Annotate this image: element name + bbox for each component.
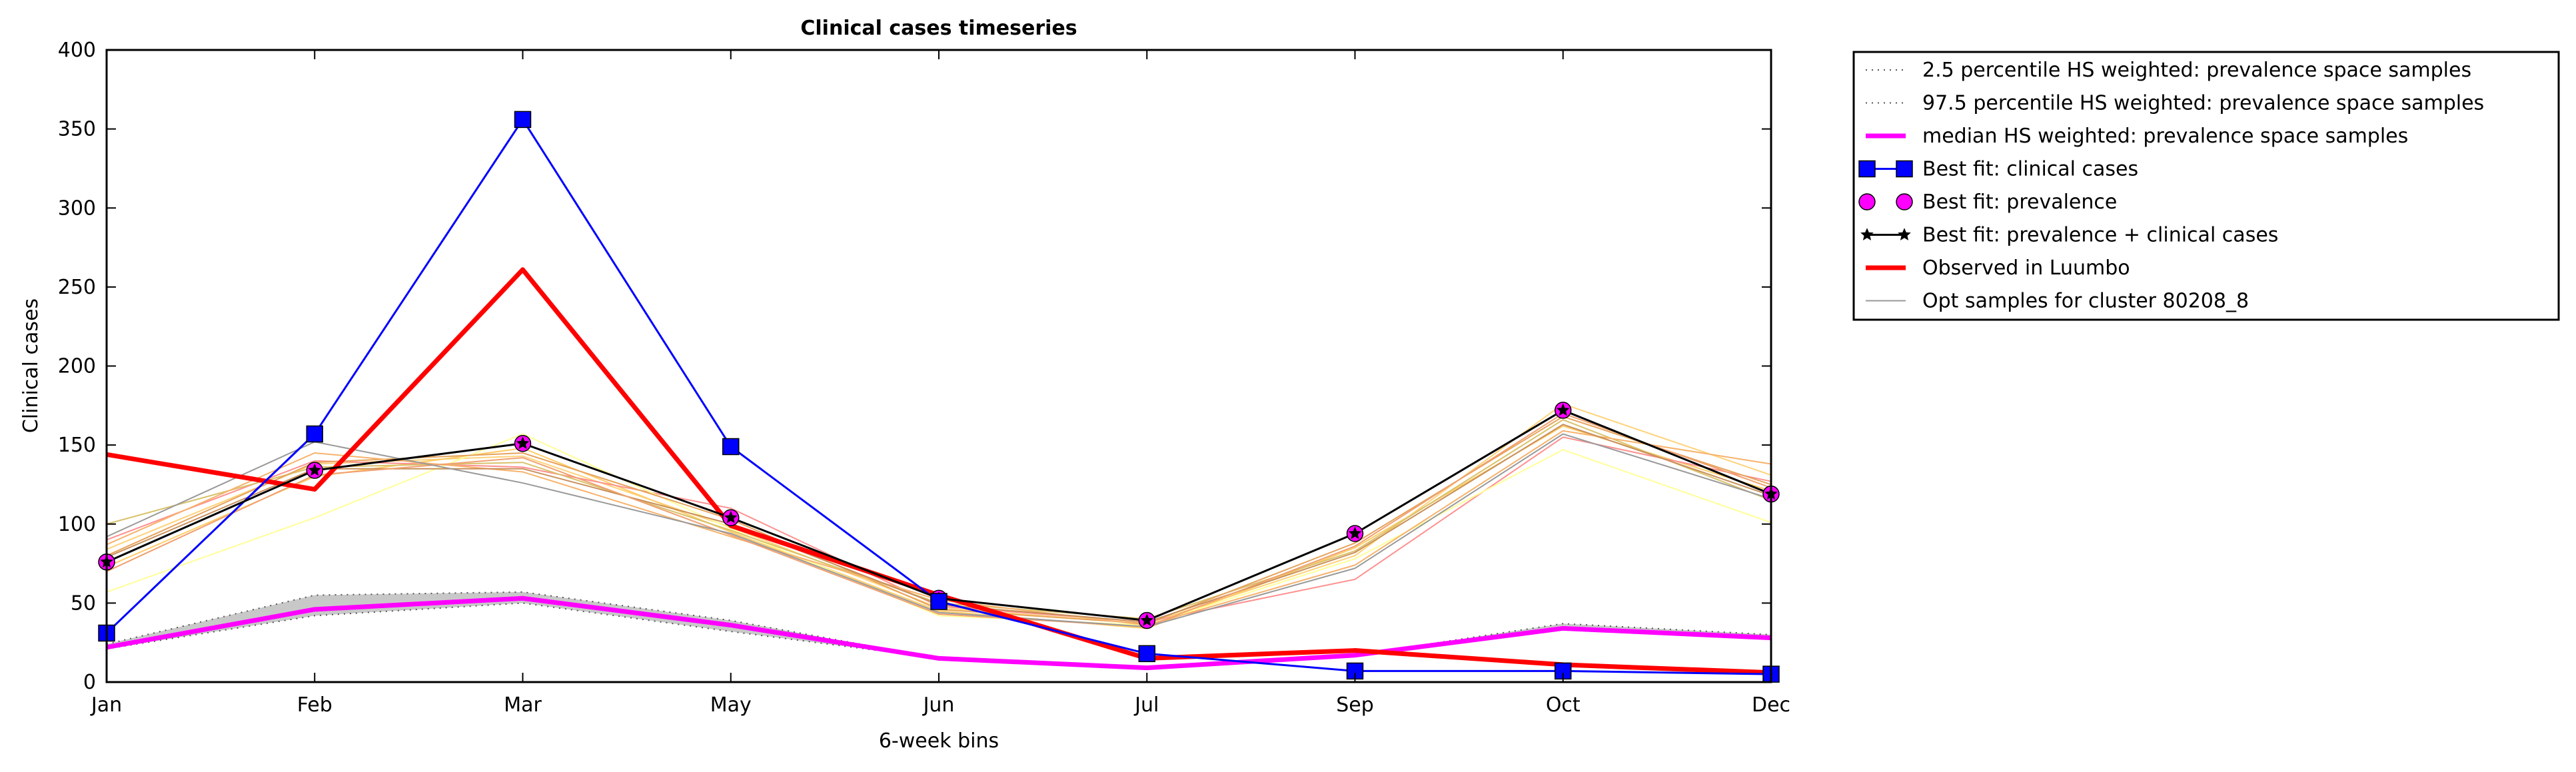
series-3-point-4 <box>930 593 948 610</box>
x-axis-ticks: Jan Feb Mar May Jun Jul Sep Oct Dec <box>90 50 1790 717</box>
x-tick-label-0: Jan <box>90 693 122 717</box>
legend-marker-a-3 <box>1858 160 1876 178</box>
y-tick-label-5: 250 <box>58 276 96 299</box>
series-3-point-1 <box>306 425 323 443</box>
x-tick-label-5: Jul <box>1133 693 1159 717</box>
series-markers <box>98 111 1780 683</box>
legend-item-1: 97.5 percentile HS weighted: prevalence … <box>1866 92 2484 115</box>
series-3-point-3 <box>722 438 740 456</box>
legend-marker-b-4 <box>1896 193 1913 210</box>
series-5-point-2 <box>516 436 530 450</box>
legend-marker-a-4 <box>1858 193 1876 210</box>
legend-label-3: Best fit: clinical cases <box>1922 158 2138 181</box>
x-tick-label-1: Feb <box>297 693 332 717</box>
legend-item-6: Observed in Luumbo <box>1866 256 2130 280</box>
legend-item-3: Best fit: clinical cases <box>1858 158 2138 181</box>
series-5-point-5 <box>1140 613 1154 626</box>
series-5-point-7 <box>1556 403 1570 416</box>
legend-label-6: Observed in Luumbo <box>1922 256 2130 280</box>
y-axis-label: Clinical cases <box>19 298 43 433</box>
legend-marker-a-5 <box>1860 228 1874 240</box>
series-5-point-6 <box>1348 526 1362 540</box>
series-line-2 <box>106 595 1772 671</box>
legend-item-4: Best fit: prevalence <box>1858 191 2117 214</box>
y-axis-ticks: 0 50 100 150 200 250 300 350 400 <box>58 39 1771 694</box>
sample-line-3 <box>106 433 1772 626</box>
series-line-7 <box>106 433 1772 627</box>
legend-label-4: Best fit: prevalence <box>1922 191 2117 214</box>
x-tick-label-4: Jun <box>922 693 955 717</box>
sample-line-8 <box>106 412 1772 627</box>
y-tick-label-0: 0 <box>83 671 96 694</box>
series-line-1 <box>106 591 1772 667</box>
legend-label-5: Best fit: prevalence + clinical cases <box>1922 224 2278 247</box>
x-tick-label-3: May <box>710 693 752 717</box>
plot-background <box>107 50 1771 682</box>
series-5-point-1 <box>308 463 322 476</box>
series-3-point-5 <box>1138 645 1155 663</box>
x-tick-label-2: Mar <box>504 693 542 717</box>
legend-label-1: 97.5 percentile HS weighted: prevalence … <box>1922 92 2484 115</box>
y-tick-label-2: 100 <box>58 513 96 536</box>
legend-item-5: Best fit: prevalence + clinical cases <box>1860 224 2278 247</box>
y-tick-label-1: 50 <box>71 591 96 615</box>
x-tick-label-8: Dec <box>1752 693 1790 717</box>
legend-item-0: 2.5 percentile HS weighted: prevalence s… <box>1866 59 2471 82</box>
y-tick-label-6: 300 <box>58 196 96 220</box>
legend-item-7: Opt samples for cluster 80208_8 <box>1866 290 2249 313</box>
legend-box <box>1852 51 2560 321</box>
x-tick-label-7: Oct <box>1546 693 1581 717</box>
y-tick-label-3: 150 <box>58 434 96 457</box>
y-tick-label-4: 200 <box>58 355 96 378</box>
legend-item-2: median HS weighted: prevalence space sam… <box>1866 125 2408 148</box>
x-axis-label: 6-week bins <box>879 729 999 753</box>
legend-label-2: median HS weighted: prevalence space sam… <box>1922 125 2408 148</box>
legend-marker-b-5 <box>1898 228 1911 240</box>
chart-title: Clinical cases timeseries <box>800 17 1077 40</box>
legend-label-7: Opt samples for cluster 80208_8 <box>1922 290 2249 313</box>
legend-marker-b-3 <box>1896 160 1913 178</box>
series-3-point-2 <box>514 111 532 129</box>
y-tick-label-7: 350 <box>58 118 96 141</box>
series-5-point-3 <box>724 510 738 524</box>
legend: 2.5 percentile HS weighted: prevalence s… <box>1852 51 2560 321</box>
x-tick-label-6: Sep <box>1336 693 1374 717</box>
legend-label-0: 2.5 percentile HS weighted: prevalence s… <box>1922 59 2471 82</box>
y-tick-label-8: 400 <box>58 39 96 62</box>
